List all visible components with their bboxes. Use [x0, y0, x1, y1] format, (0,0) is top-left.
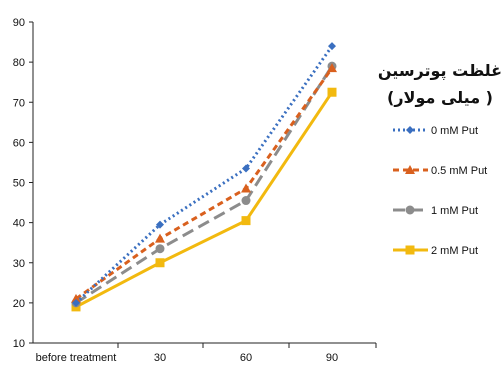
data-point	[155, 233, 165, 243]
data-point	[327, 87, 337, 97]
x-tick-label: 30	[154, 352, 166, 364]
data-point	[241, 183, 251, 193]
series-line	[75, 67, 334, 301]
legend-label: 2 mM Put	[431, 245, 478, 257]
legend-title-line1: غلظت پوترسین	[378, 61, 502, 81]
x-axis-ticks: before treatment 30 60 90	[36, 343, 377, 364]
legend-label: 1 mM Put	[431, 205, 478, 217]
series-line	[75, 91, 334, 309]
y-tick-label: 80	[13, 57, 25, 69]
legend-swatch-marker	[406, 126, 414, 134]
data-point	[156, 220, 164, 229]
y-tick-label: 20	[13, 298, 25, 310]
data-point	[241, 216, 251, 226]
y-tick-label: 30	[13, 258, 25, 270]
y-tick-label: 90	[13, 17, 25, 29]
series-line	[74, 45, 334, 304]
y-tick-label: 10	[13, 338, 25, 350]
legend-title-line2: ( میلی مولار)	[387, 88, 493, 107]
series-group	[71, 42, 337, 312]
data-point	[71, 293, 81, 303]
legend: غلظت پوترسین ( میلی مولار) 0 mM Put 0.5 m…	[378, 61, 502, 257]
legend-item: 2 mM Put	[393, 245, 478, 257]
x-tick-label: 90	[326, 352, 338, 364]
y-tick-label: 70	[13, 97, 25, 109]
series-line	[75, 65, 334, 305]
legend-item: 0 mM Put	[393, 125, 478, 137]
series-1-mm-put	[71, 61, 337, 308]
y-tick-label: 60	[13, 137, 25, 149]
legend-swatch-marker	[405, 165, 415, 174]
data-point	[327, 63, 337, 73]
legend-label: 0.5 mM Put	[431, 165, 487, 177]
legend-label: 0 mM Put	[431, 125, 478, 137]
legend-swatch-marker	[405, 205, 415, 215]
data-point	[155, 258, 165, 268]
legend-item: 1 mM Put	[393, 205, 478, 217]
data-point	[72, 298, 80, 307]
series-0.5-mm-put	[71, 63, 337, 303]
x-tick-label: before treatment	[36, 352, 117, 364]
data-point	[241, 196, 251, 206]
y-axis-ticks: 10 20 30 40 50 60 70 80 90	[13, 17, 33, 350]
data-point	[242, 164, 250, 173]
x-tick-label: 60	[240, 352, 252, 364]
legend-items: 0 mM Put 0.5 mM Put 1 mM Put 2 mM Put	[393, 125, 487, 257]
legend-item: 0.5 mM Put	[393, 165, 487, 177]
series-0-mm-put	[72, 42, 336, 307]
data-point	[155, 244, 165, 254]
y-tick-label: 40	[13, 218, 25, 230]
legend-swatch-marker	[405, 245, 415, 255]
y-tick-label: 50	[13, 178, 25, 190]
data-point	[328, 42, 336, 51]
